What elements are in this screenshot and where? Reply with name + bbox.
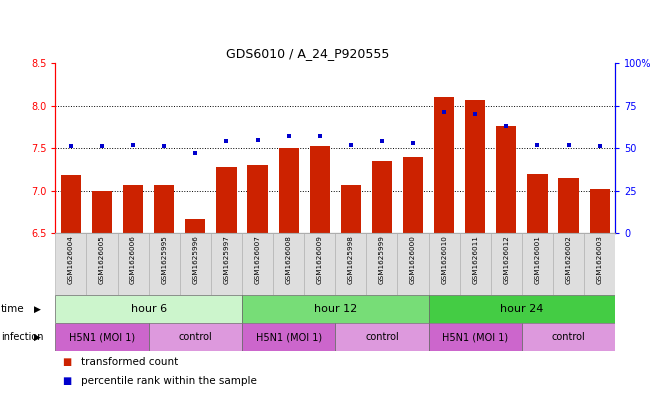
Text: GSM1625996: GSM1625996 bbox=[192, 235, 199, 284]
Text: hour 12: hour 12 bbox=[314, 304, 357, 314]
Bar bbox=[465, 99, 486, 233]
Point bbox=[190, 150, 201, 156]
Point bbox=[533, 141, 543, 148]
Text: transformed count: transformed count bbox=[81, 357, 178, 367]
Text: GSM1626002: GSM1626002 bbox=[566, 235, 572, 284]
Text: GSM1626001: GSM1626001 bbox=[534, 235, 540, 284]
Text: percentile rank within the sample: percentile rank within the sample bbox=[81, 376, 257, 386]
Text: control: control bbox=[365, 332, 399, 342]
Text: GSM1625995: GSM1625995 bbox=[161, 235, 167, 284]
Bar bbox=[154, 185, 174, 233]
Bar bbox=[148, 323, 242, 351]
Point bbox=[563, 141, 574, 148]
Point bbox=[253, 136, 263, 143]
Bar bbox=[148, 233, 180, 295]
Point bbox=[159, 143, 169, 149]
Text: control: control bbox=[178, 332, 212, 342]
Bar bbox=[559, 178, 579, 233]
Point bbox=[408, 140, 418, 146]
Text: GSM1625997: GSM1625997 bbox=[223, 235, 229, 284]
Bar bbox=[87, 233, 118, 295]
Bar bbox=[460, 233, 491, 295]
Point bbox=[377, 138, 387, 144]
Point bbox=[439, 109, 449, 116]
Text: H5N1 (MOI 1): H5N1 (MOI 1) bbox=[442, 332, 508, 342]
Text: GSM1626005: GSM1626005 bbox=[99, 235, 105, 284]
Text: ▶: ▶ bbox=[34, 305, 41, 314]
Text: GSM1626010: GSM1626010 bbox=[441, 235, 447, 284]
Bar bbox=[398, 233, 428, 295]
Point bbox=[501, 123, 512, 129]
Bar bbox=[304, 233, 335, 295]
Bar bbox=[335, 323, 428, 351]
Text: GSM1626009: GSM1626009 bbox=[317, 235, 323, 284]
Bar bbox=[247, 165, 268, 233]
Text: GSM1626012: GSM1626012 bbox=[503, 235, 509, 284]
Bar bbox=[55, 233, 87, 295]
Point bbox=[470, 111, 480, 117]
Text: time: time bbox=[1, 304, 24, 314]
Point bbox=[221, 138, 232, 144]
Text: GSM1626007: GSM1626007 bbox=[255, 235, 260, 284]
Bar bbox=[55, 295, 242, 323]
Bar bbox=[340, 185, 361, 233]
Point bbox=[283, 133, 294, 139]
Bar bbox=[496, 126, 516, 233]
Bar bbox=[522, 233, 553, 295]
Bar bbox=[310, 146, 330, 233]
Text: GSM1626011: GSM1626011 bbox=[472, 235, 478, 284]
Bar bbox=[55, 323, 148, 351]
Bar bbox=[123, 185, 143, 233]
Text: GSM1626006: GSM1626006 bbox=[130, 235, 136, 284]
Text: infection: infection bbox=[1, 332, 43, 342]
Bar bbox=[242, 295, 428, 323]
Bar bbox=[335, 233, 367, 295]
Point bbox=[346, 141, 356, 148]
Bar bbox=[434, 97, 454, 233]
Point bbox=[314, 133, 325, 139]
Text: H5N1 (MOI 1): H5N1 (MOI 1) bbox=[256, 332, 322, 342]
Bar bbox=[403, 156, 423, 233]
Bar bbox=[118, 233, 148, 295]
Text: GSM1626008: GSM1626008 bbox=[286, 235, 292, 284]
Bar bbox=[428, 295, 615, 323]
Text: H5N1 (MOI 1): H5N1 (MOI 1) bbox=[69, 332, 135, 342]
Bar bbox=[61, 175, 81, 233]
Bar bbox=[590, 189, 610, 233]
Text: ■: ■ bbox=[62, 376, 71, 386]
Text: ▶: ▶ bbox=[34, 332, 41, 342]
Bar bbox=[279, 148, 299, 233]
Point bbox=[97, 143, 107, 149]
Bar bbox=[367, 233, 398, 295]
Bar bbox=[185, 219, 206, 233]
Text: GSM1626000: GSM1626000 bbox=[410, 235, 416, 284]
Text: hour 6: hour 6 bbox=[131, 304, 167, 314]
Text: control: control bbox=[551, 332, 585, 342]
Bar bbox=[522, 323, 615, 351]
Bar bbox=[428, 233, 460, 295]
Bar bbox=[242, 323, 335, 351]
Point bbox=[66, 143, 76, 149]
Text: GDS6010 / A_24_P920555: GDS6010 / A_24_P920555 bbox=[226, 46, 389, 60]
Bar bbox=[216, 167, 236, 233]
Bar bbox=[211, 233, 242, 295]
Bar bbox=[553, 233, 584, 295]
Text: GSM1626004: GSM1626004 bbox=[68, 235, 74, 284]
Bar bbox=[273, 233, 304, 295]
Bar bbox=[491, 233, 522, 295]
Bar bbox=[372, 161, 392, 233]
Bar bbox=[242, 233, 273, 295]
Point bbox=[594, 143, 605, 149]
Text: GSM1626003: GSM1626003 bbox=[597, 235, 603, 284]
Bar bbox=[527, 174, 547, 233]
Text: ■: ■ bbox=[62, 357, 71, 367]
Text: GSM1625999: GSM1625999 bbox=[379, 235, 385, 284]
Point bbox=[128, 141, 138, 148]
Bar bbox=[180, 233, 211, 295]
Bar bbox=[92, 191, 112, 233]
Text: hour 24: hour 24 bbox=[500, 304, 544, 314]
Bar bbox=[584, 233, 615, 295]
Text: GSM1625998: GSM1625998 bbox=[348, 235, 353, 284]
Bar bbox=[428, 323, 522, 351]
